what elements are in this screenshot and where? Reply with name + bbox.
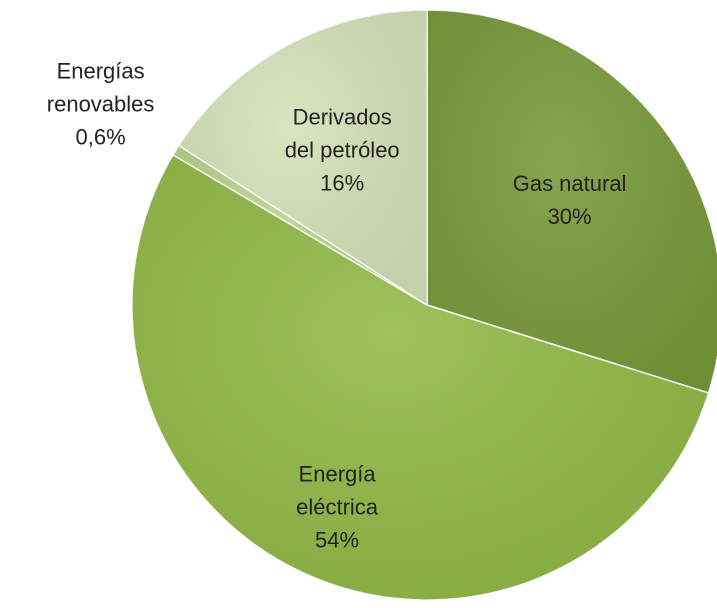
category-label: Derivados del petróleo: [284, 104, 400, 163]
data-label: Gas natural 30%: [495, 167, 645, 233]
data-label: Derivados del petróleo 16%: [282, 100, 402, 199]
category-label: Energías renovables: [46, 58, 155, 117]
value-label: 0,6%: [75, 124, 126, 150]
data-label: Energía eléctrica 54%: [277, 458, 397, 557]
value-label: 54%: [315, 527, 360, 553]
value-label: 16%: [320, 170, 365, 196]
value-label: 30%: [547, 204, 592, 230]
category-label: Energía eléctrica: [296, 461, 379, 520]
data-label: Energías renovables 0,6%: [26, 54, 176, 153]
category-label: Gas natural: [512, 171, 627, 197]
